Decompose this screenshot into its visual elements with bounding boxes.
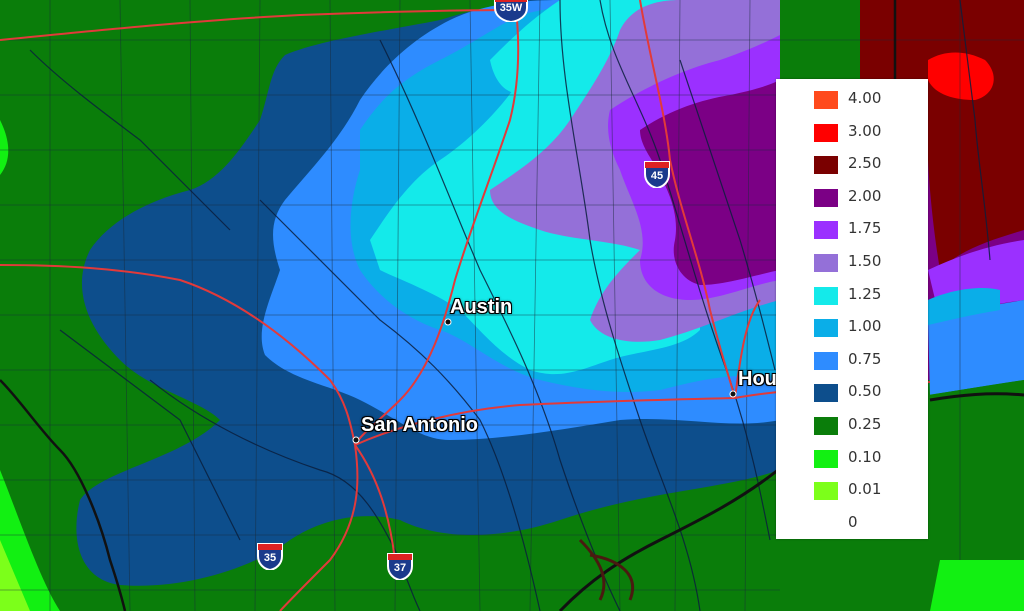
legend-value: 4.00	[848, 89, 882, 107]
legend-swatch	[814, 156, 838, 175]
legend-item: 3.00	[776, 116, 928, 148]
legend-value: 0	[848, 512, 858, 531]
legend-swatch	[814, 91, 838, 109]
shield-label: 45	[650, 170, 664, 182]
shield-label: 37	[393, 562, 407, 574]
legend-value: 0.01	[848, 480, 882, 499]
legend-item: 1.75	[776, 213, 928, 245]
legend-item: 1.50	[776, 246, 928, 278]
legend-swatch	[814, 123, 838, 142]
legend-value: 2.50	[848, 154, 882, 173]
legend-swatch	[814, 384, 838, 403]
legend-item: 4.00	[776, 83, 928, 115]
legend-item: 0.10	[776, 442, 928, 474]
legend-item: 0	[776, 507, 928, 539]
legend-item: 2.50	[776, 148, 928, 180]
legend-value: 0.10	[848, 447, 882, 466]
city-label-austin: Austin	[450, 296, 513, 318]
legend-item: 0.25	[776, 409, 928, 441]
legend-swatch	[814, 514, 838, 533]
shield-label: 35	[263, 552, 277, 564]
legend-swatch	[814, 254, 838, 272]
legend-swatch	[814, 482, 838, 501]
legend-item: 0.75	[776, 344, 928, 376]
legend-value: 1.25	[848, 284, 882, 303]
legend-value: 0.50	[848, 382, 882, 401]
legend-item: 0.01	[776, 474, 928, 506]
city-label-san-antonio: San Antonio	[361, 414, 479, 436]
legend-item: 0.50	[776, 376, 928, 408]
legend-item: 1.25	[776, 279, 928, 311]
legend-item: 1.00	[776, 311, 928, 343]
legend-swatch	[814, 417, 838, 435]
legend-swatch	[814, 319, 838, 338]
precipitation-legend: 4.00 3.00 2.50 2.00 1.75 1.50 1.25 1.00 0.75 0.50…	[776, 79, 928, 539]
legend-swatch	[814, 449, 838, 468]
legend-value: 1.75	[848, 219, 882, 238]
interstate-shield-icon: 37	[386, 552, 414, 580]
legend-swatch	[814, 188, 838, 207]
interstate-shield-icon: 35	[256, 542, 284, 570]
legend-swatch	[814, 286, 838, 305]
interstate-shield-icon: 35W	[493, 0, 529, 22]
legend-swatch	[814, 221, 838, 240]
legend-value: 3.00	[848, 121, 882, 140]
legend-value: 0.75	[848, 349, 882, 368]
legend-value: 0.25	[848, 415, 882, 433]
legend-value: 2.00	[848, 186, 882, 205]
legend-item: 2.00	[776, 181, 928, 213]
legend-value: 1.00	[848, 317, 882, 336]
legend-value: 1.50	[848, 252, 882, 270]
interstate-shield-icon: 45	[643, 160, 671, 188]
city-label-houston: Hou	[738, 368, 777, 390]
shield-label: 35W	[499, 2, 523, 14]
legend-swatch	[814, 351, 838, 370]
